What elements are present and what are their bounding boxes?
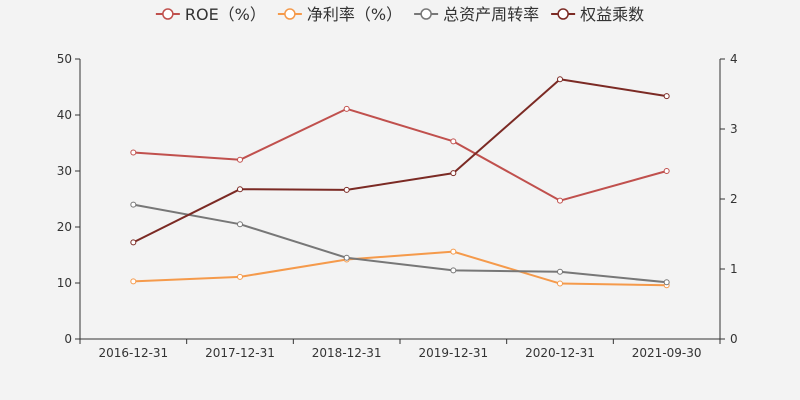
legend-label: ROE（%） bbox=[185, 5, 266, 24]
series-1 bbox=[130, 248, 670, 289]
x-axis-tick-label: 2017-12-31 bbox=[205, 346, 275, 360]
right-axis-tick-label: 1 bbox=[730, 262, 738, 276]
data-point[interactable] bbox=[557, 268, 563, 275]
data-point[interactable] bbox=[663, 279, 670, 286]
legend-marker-icon bbox=[420, 8, 432, 20]
axes: 0 10 20 30 40 50 0 1 2 3 4 2016-12-31 2017-12-31 2018… bbox=[57, 52, 738, 360]
data-point[interactable] bbox=[557, 76, 563, 83]
data-point[interactable] bbox=[450, 248, 457, 255]
legend-item[interactable]: ROE（%） bbox=[155, 5, 266, 24]
data-point[interactable] bbox=[130, 149, 137, 156]
data-point[interactable] bbox=[237, 156, 243, 163]
series-2 bbox=[130, 201, 670, 286]
data-point[interactable] bbox=[557, 280, 563, 287]
legend-marker-icon bbox=[557, 8, 569, 20]
data-point[interactable] bbox=[450, 170, 457, 177]
x-axis-tick-label: 2020-12-31 bbox=[525, 346, 595, 360]
x-axis-tick-label: 2016-12-31 bbox=[98, 346, 168, 360]
left-axis-tick-label: 0 bbox=[64, 332, 72, 346]
data-point[interactable] bbox=[450, 138, 457, 145]
left-axis-tick-label: 40 bbox=[57, 108, 72, 122]
series-0 bbox=[130, 105, 670, 204]
x-axis-tick-label: 2018-12-31 bbox=[312, 346, 382, 360]
data-point[interactable] bbox=[343, 254, 350, 261]
series-3 bbox=[130, 76, 670, 246]
right-axis-tick-label: 0 bbox=[730, 332, 738, 346]
x-axis-tick-label: 2019-12-31 bbox=[418, 346, 488, 360]
legend-label: 净利率（%） bbox=[307, 5, 402, 24]
data-point[interactable] bbox=[130, 278, 137, 285]
series-line bbox=[133, 107, 667, 202]
data-point[interactable] bbox=[237, 273, 243, 280]
right-axis-tick-label: 3 bbox=[730, 122, 738, 136]
data-point[interactable] bbox=[663, 93, 670, 100]
right-axis-tick-label: 2 bbox=[730, 192, 738, 206]
left-axis-tick-label: 30 bbox=[57, 164, 72, 178]
legend-label: 权益乘数 bbox=[580, 5, 644, 24]
data-point[interactable] bbox=[130, 239, 137, 246]
legend: ROE（%） 净利率（%） 总资产周转率 权益乘数 bbox=[155, 5, 644, 24]
data-point[interactable] bbox=[343, 186, 350, 193]
legend-marker-icon bbox=[162, 8, 174, 20]
legend-item[interactable]: 权益乘数 bbox=[551, 5, 644, 24]
data-point[interactable] bbox=[557, 197, 563, 204]
series-layer bbox=[130, 76, 670, 289]
right-axis-tick-label: 4 bbox=[730, 52, 738, 66]
series-line bbox=[133, 250, 667, 287]
data-point[interactable] bbox=[237, 221, 243, 228]
data-point[interactable] bbox=[130, 201, 137, 208]
left-axis-tick-label: 20 bbox=[57, 220, 72, 234]
legend-label: 总资产周转率 bbox=[443, 5, 539, 24]
legend-marker-icon bbox=[284, 8, 296, 20]
data-point[interactable] bbox=[663, 168, 670, 174]
left-axis-tick-label: 50 bbox=[57, 52, 72, 66]
data-point[interactable] bbox=[450, 267, 457, 274]
x-axis-tick-label: 2021-09-30 bbox=[632, 346, 702, 360]
legend-item[interactable]: 净利率（%） bbox=[277, 5, 402, 24]
legend-item[interactable]: 总资产周转率 bbox=[414, 5, 539, 24]
left-axis-tick-label: 10 bbox=[57, 276, 72, 290]
data-point[interactable] bbox=[237, 186, 243, 193]
series-line bbox=[133, 203, 667, 284]
data-point[interactable] bbox=[343, 105, 350, 112]
series-line bbox=[132, 78, 667, 244]
